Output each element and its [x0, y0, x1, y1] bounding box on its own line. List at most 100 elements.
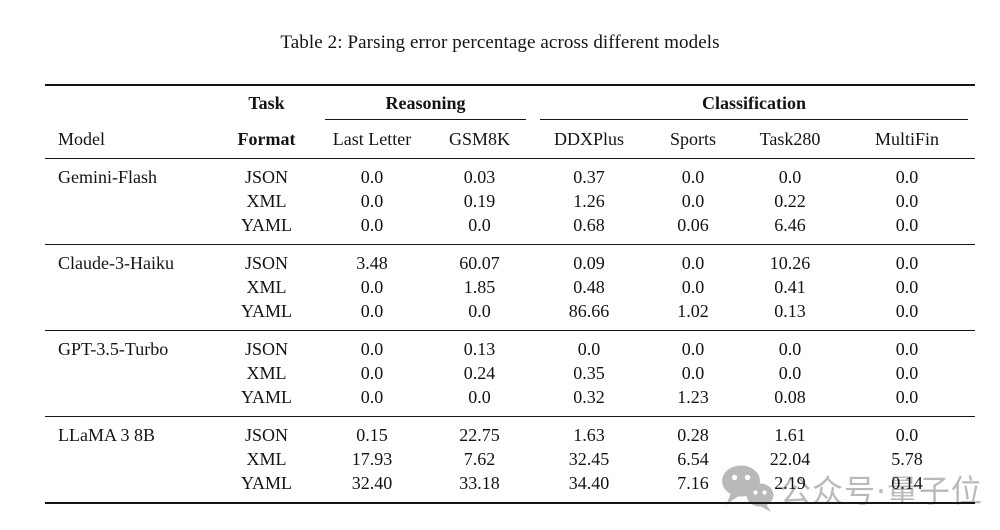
format-cell: JSON: [244, 424, 288, 445]
value-cell: 0.0: [895, 190, 919, 211]
value-cell: 0.0: [360, 166, 384, 187]
model-block: GPT-3.5-Turbo JSON 0.0 0.13 0.0 0.0 0.0 0.0 XML 0…: [45, 330, 976, 417]
value-cell: 0.13: [774, 300, 806, 321]
table-row: Claude-3-Haiku JSON 3.48 60.07 0.09 0.0 10.26 0…: [45, 244, 975, 275]
model-name: GPT-3.5-Turbo: [58, 338, 169, 359]
value-cell: 0.0: [681, 338, 705, 359]
value-cell: 0.68: [573, 214, 605, 235]
model-block: LLaMA 3 8B JSON 0.15 22.75 1.63 0.28 1.61 0.0 XM…: [45, 416, 976, 503]
value-cell: 0.41: [774, 276, 806, 297]
value-cell: 0.0: [360, 338, 384, 359]
table-header: Task Reasoning Classification Model Form…: [45, 85, 976, 158]
value-cell: 0.0: [895, 252, 919, 273]
table-row: YAML 0.0 0.0 86.66 1.02 0.13 0.0: [45, 299, 975, 331]
table-row: XML 0.0 0.24 0.35 0.0 0.0 0.0: [45, 361, 975, 385]
model-name: LLaMA 3 8B: [58, 424, 155, 445]
header-format: Format: [237, 128, 296, 149]
table-row: GPT-3.5-Turbo JSON 0.0 0.13 0.0 0.0 0.0 0.0: [45, 330, 975, 361]
value-cell: 10.26: [769, 252, 811, 273]
value-cell: 0.0: [681, 190, 705, 211]
value-cell: 86.66: [568, 300, 610, 321]
value-cell: 7.62: [463, 448, 496, 469]
value-cell: 0.0: [681, 166, 705, 187]
value-cell: 0.0: [778, 362, 802, 383]
value-cell: 22.04: [769, 448, 811, 469]
format-cell: JSON: [244, 166, 288, 187]
value-cell: 0.0: [360, 190, 384, 211]
value-cell: 22.75: [459, 424, 500, 445]
format-cell: JSON: [244, 338, 288, 359]
value-cell: 0.32: [573, 386, 605, 407]
value-cell: 0.0: [577, 338, 601, 359]
header-group-reasoning: Reasoning: [318, 85, 533, 120]
value-cell: 17.93: [351, 448, 393, 469]
header-column-row: Model Format Last Letter GSM8K DDXPlus S…: [45, 120, 975, 158]
table-row: YAML 0.0 0.0 0.68 0.06 6.46 0.0: [45, 213, 975, 245]
header-model: Model: [58, 128, 105, 149]
results-table: Task Reasoning Classification Model Form…: [45, 84, 976, 504]
header-group-row: Task Reasoning Classification: [45, 85, 975, 120]
watermark: 公众号·量子位: [720, 464, 983, 512]
table-row: XML 0.0 1.85 0.48 0.0 0.41 0.0: [45, 275, 975, 299]
format-cell: YAML: [240, 472, 292, 493]
value-cell: 0.0: [468, 300, 491, 321]
format-cell: YAML: [240, 386, 292, 407]
value-cell: 0.0: [360, 362, 384, 383]
value-cell: 0.0: [895, 214, 919, 235]
format-cell: XML: [246, 362, 287, 383]
value-cell: 0.0: [681, 362, 705, 383]
value-cell: 0.0: [778, 166, 802, 187]
format-cell: YAML: [240, 214, 292, 235]
value-cell: 0.0: [895, 338, 919, 359]
value-cell: 2.19: [774, 472, 806, 493]
value-cell: 1.23: [677, 386, 709, 407]
value-cell: 0.08: [774, 386, 806, 407]
table-row: Gemini-Flash JSON 0.0 0.03 0.37 0.0 0.0 0.0: [45, 158, 975, 189]
header-multifin: MultiFin: [875, 128, 940, 149]
table-row: YAML 32.40 33.18 34.40 7.16 2.19 0.14: [45, 471, 975, 503]
value-cell: 1.63: [573, 424, 605, 445]
value-cell: 0.09: [573, 252, 605, 273]
format-cell: XML: [246, 448, 287, 469]
value-cell: 0.0: [360, 386, 384, 407]
value-cell: 0.0: [360, 300, 384, 321]
header-group-classification: Classification: [533, 85, 975, 120]
value-cell: 34.40: [568, 472, 610, 493]
value-cell: 0.0: [895, 424, 919, 445]
value-cell: 0.19: [463, 190, 496, 211]
value-cell: 0.0: [895, 386, 919, 407]
table-row: YAML 0.0 0.0 0.32 1.23 0.08 0.0: [45, 385, 975, 417]
value-cell: 0.0: [778, 338, 802, 359]
header-task: Task: [248, 93, 285, 113]
value-cell: 7.16: [677, 472, 709, 493]
value-cell: 0.06: [677, 214, 709, 235]
format-cell: XML: [246, 276, 287, 297]
value-cell: 0.15: [356, 424, 388, 445]
header-gsm8k: GSM8K: [449, 128, 511, 149]
format-cell: JSON: [244, 252, 288, 273]
value-cell: 0.48: [573, 276, 605, 297]
model-name: Gemini-Flash: [58, 166, 157, 187]
format-cell: YAML: [240, 300, 292, 321]
value-cell: 1.85: [463, 276, 496, 297]
value-cell: 0.0: [360, 276, 384, 297]
header-sports: Sports: [670, 128, 717, 149]
value-cell: 1.02: [677, 300, 709, 321]
value-cell: 0.35: [573, 362, 605, 383]
header-spacer: [45, 85, 215, 120]
value-cell: 0.13: [463, 338, 496, 359]
wechat-icon: [720, 464, 774, 512]
value-cell: 0.0: [895, 276, 919, 297]
header-ddxplus: DDXPlus: [554, 128, 625, 149]
value-cell: 0.0: [895, 166, 919, 187]
table-caption: Table 2: Parsing error percentage across…: [280, 32, 720, 53]
table-row: XML 17.93 7.62 32.45 6.54 22.04 5.78: [45, 447, 975, 471]
table-row: XML 0.0 0.19 1.26 0.0 0.22 0.0: [45, 189, 975, 213]
value-cell: 32.45: [568, 448, 610, 469]
value-cell: 0.0: [468, 386, 491, 407]
value-cell: 0.24: [463, 362, 496, 383]
value-cell: 0.0: [895, 362, 919, 383]
model-name: Claude-3-Haiku: [58, 252, 174, 273]
format-cell: XML: [246, 190, 287, 211]
